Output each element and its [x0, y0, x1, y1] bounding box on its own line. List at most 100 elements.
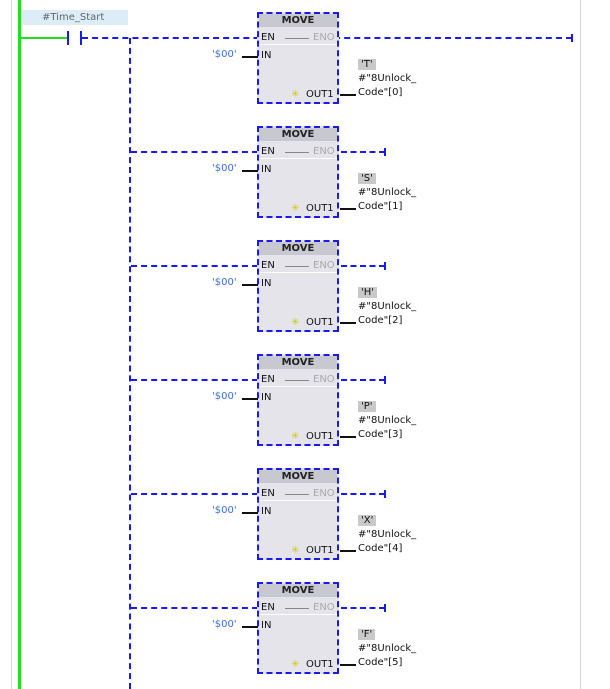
out-var-line2: Code"[5]: [358, 657, 403, 668]
out-operand[interactable]: 'P' #"8Unlock_ Code"[3]: [358, 400, 416, 442]
in-pin[interactable]: IN: [261, 278, 272, 289]
branch-wire: [131, 265, 258, 267]
block-title: MOVE: [259, 128, 337, 141]
eno-end-tick: [384, 262, 386, 270]
in-pin[interactable]: IN: [261, 392, 272, 403]
out-operand[interactable]: 'T' #"8Unlock_ Code"[0]: [358, 58, 416, 100]
out1-pin[interactable]: OUT1: [306, 659, 334, 670]
out-monitor-value: 'T': [358, 59, 376, 70]
move-block[interactable]: MOVE EN ENO IN ✳ OUT1: [257, 582, 339, 674]
out-var-line1: #"8Unlock_: [358, 73, 417, 84]
out-var-line1: #"8Unlock_: [358, 529, 417, 540]
out1-pin[interactable]: OUT1: [306, 89, 334, 100]
en-pin[interactable]: EN: [261, 146, 275, 157]
power-rail: [18, 0, 21, 689]
block-separator: [259, 386, 337, 387]
block-title: MOVE: [259, 584, 337, 597]
move-block[interactable]: MOVE EN ENO IN ✳ OUT1: [257, 12, 339, 104]
move-block[interactable]: MOVE EN ENO IN ✳ OUT1: [257, 468, 339, 560]
eno-pin[interactable]: ENO: [313, 374, 335, 385]
out-operand[interactable]: 'F' #"8Unlock_ Code"[5]: [358, 628, 416, 670]
in-pin[interactable]: IN: [261, 164, 272, 175]
block-separator: [259, 44, 337, 45]
eno-wire: [341, 151, 385, 153]
asterisk-icon: ✳: [291, 659, 300, 670]
branch-wire: [131, 379, 258, 381]
en-pin[interactable]: EN: [261, 260, 275, 271]
out-wire: [340, 94, 356, 96]
in-pin[interactable]: IN: [261, 620, 272, 631]
out1-pin[interactable]: OUT1: [306, 317, 334, 328]
out-monitor-value: 'H': [358, 287, 378, 298]
powered-wire: [20, 37, 68, 39]
in-operand[interactable]: '$00': [212, 505, 237, 516]
contact-tag-label[interactable]: #Time_Start: [22, 10, 128, 25]
out-operand[interactable]: 'S' #"8Unlock_ Code"[1]: [358, 172, 416, 214]
asterisk-icon: ✳: [291, 203, 300, 214]
en-eno-line: [285, 608, 309, 609]
out-wire: [340, 550, 356, 552]
out-var-line2: Code"[4]: [358, 543, 403, 554]
in-wire: [242, 170, 258, 172]
out-var-line1: #"8Unlock_: [358, 643, 417, 654]
eno-wire: [341, 493, 385, 495]
out-var-line2: Code"[3]: [358, 429, 403, 440]
en-eno-line: [285, 494, 309, 495]
out-monitor-value: 'X': [358, 515, 377, 526]
asterisk-icon: ✳: [291, 89, 300, 100]
eno-end-tick: [384, 376, 386, 384]
eno-pin[interactable]: ENO: [313, 32, 335, 43]
eno-pin[interactable]: ENO: [313, 146, 335, 157]
move-block[interactable]: MOVE EN ENO IN ✳ OUT1: [257, 240, 339, 332]
rung-end-tick: [571, 34, 573, 42]
branch-vertical-wire: [129, 38, 131, 689]
eno-end-tick: [384, 490, 386, 498]
en-eno-line: [285, 38, 309, 39]
in-pin[interactable]: IN: [261, 506, 272, 517]
move-block[interactable]: MOVE EN ENO IN ✳ OUT1: [257, 354, 339, 446]
en-pin[interactable]: EN: [261, 32, 275, 43]
eno-pin[interactable]: ENO: [313, 602, 335, 613]
eno-wire: [341, 379, 385, 381]
contact-left-bar[interactable]: [67, 31, 69, 45]
branch-wire: [131, 151, 258, 153]
editor-right-border: [580, 0, 581, 689]
block-title: MOVE: [259, 14, 337, 27]
out1-pin[interactable]: OUT1: [306, 545, 334, 556]
en-pin[interactable]: EN: [261, 488, 275, 499]
out-var-line1: #"8Unlock_: [358, 415, 417, 426]
contact-right-bar[interactable]: [80, 31, 82, 45]
eno-end-tick: [384, 148, 386, 156]
out-wire: [340, 436, 356, 438]
move-block[interactable]: MOVE EN ENO IN ✳ OUT1: [257, 126, 339, 218]
in-pin[interactable]: IN: [261, 50, 272, 61]
branch-wire: [131, 607, 258, 609]
in-operand[interactable]: '$00': [212, 619, 237, 630]
asterisk-icon: ✳: [291, 431, 300, 442]
en-pin[interactable]: EN: [261, 602, 275, 613]
eno-wire: [341, 607, 385, 609]
en-pin[interactable]: EN: [261, 374, 275, 385]
eno-pin[interactable]: ENO: [313, 488, 335, 499]
in-wire: [242, 398, 258, 400]
block-separator: [259, 272, 337, 273]
in-wire: [242, 626, 258, 628]
block-title: MOVE: [259, 356, 337, 369]
out1-pin[interactable]: OUT1: [306, 431, 334, 442]
in-wire: [242, 512, 258, 514]
en-eno-line: [285, 152, 309, 153]
out-var-line2: Code"[1]: [358, 201, 403, 212]
out1-pin[interactable]: OUT1: [306, 203, 334, 214]
out-operand[interactable]: 'H' #"8Unlock_ Code"[2]: [358, 286, 416, 328]
block-separator: [259, 614, 337, 615]
in-operand[interactable]: '$00': [212, 391, 237, 402]
in-operand[interactable]: '$00': [212, 163, 237, 174]
block-separator: [259, 500, 337, 501]
in-operand[interactable]: '$00': [212, 277, 237, 288]
eno-pin[interactable]: ENO: [313, 260, 335, 271]
eno-end-tick: [384, 604, 386, 612]
in-operand[interactable]: '$00': [212, 49, 237, 60]
out-var-line2: Code"[0]: [358, 87, 403, 98]
out-operand[interactable]: 'X' #"8Unlock_ Code"[4]: [358, 514, 416, 556]
out-monitor-value: 'F': [358, 629, 376, 640]
